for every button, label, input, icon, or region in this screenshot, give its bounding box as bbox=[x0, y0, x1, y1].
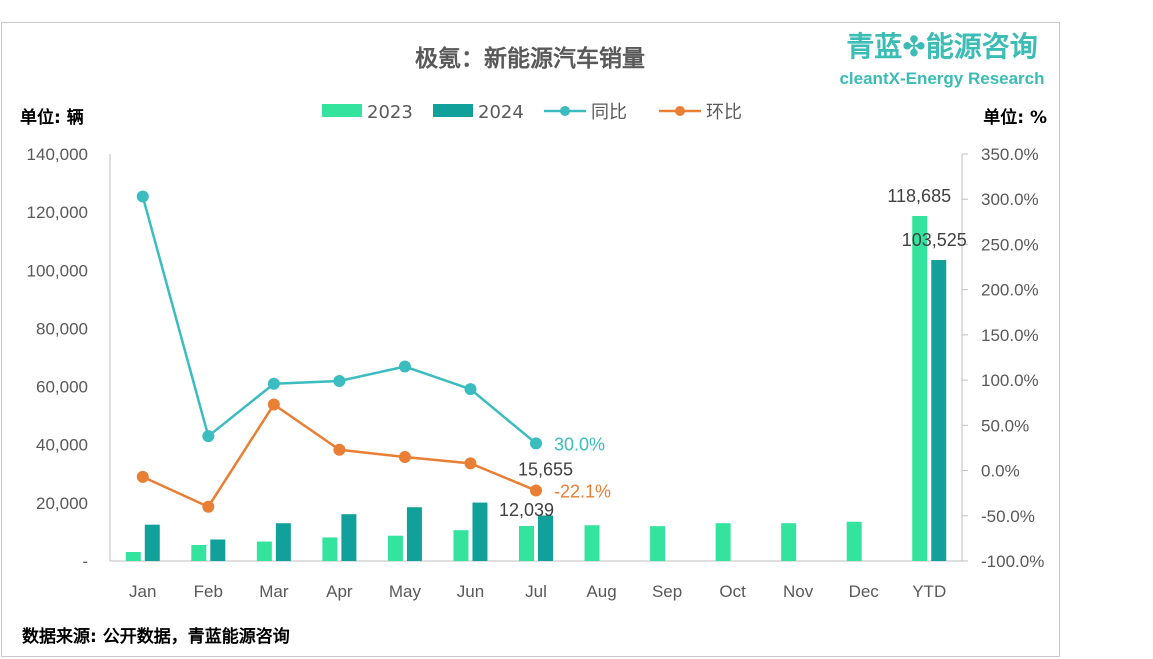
x-tick-label: May bbox=[389, 582, 422, 601]
point-同比 bbox=[333, 375, 346, 388]
chart-frame bbox=[1, 22, 1060, 657]
point-同比 bbox=[530, 437, 542, 450]
bar-2024 bbox=[538, 515, 553, 561]
x-tick-label: Jul bbox=[525, 582, 547, 601]
right-axis-unit: 单位: % bbox=[983, 107, 1047, 128]
point-同比 bbox=[398, 360, 411, 373]
y2-tick-label: 300.0% bbox=[981, 190, 1039, 209]
point-同比 bbox=[202, 430, 215, 443]
brand-name-en: cleantX-Energy Research bbox=[839, 69, 1044, 88]
data-label: 12,039 bbox=[499, 500, 554, 520]
legend: 2023 2024 同比 环比 bbox=[322, 102, 742, 123]
legend-label: 同比 bbox=[591, 102, 627, 123]
x-tick-label: Feb bbox=[194, 582, 223, 601]
data-label: -22.1% bbox=[554, 482, 611, 502]
point-环比 bbox=[530, 484, 542, 497]
y-tick-label: - bbox=[82, 552, 88, 571]
brand-name-cn: 青蓝✤能源咨询 bbox=[846, 30, 1037, 63]
x-tick-label: Sep bbox=[652, 582, 682, 601]
line-series bbox=[136, 190, 542, 513]
bar-2024 bbox=[144, 524, 160, 561]
point-环比 bbox=[398, 450, 411, 463]
x-tick-label: Dec bbox=[849, 582, 880, 601]
line-同比 bbox=[141, 196, 537, 445]
x-tick-label: Aug bbox=[586, 582, 616, 601]
bar-2023 bbox=[650, 526, 666, 561]
bar-2024 bbox=[341, 514, 357, 561]
legend-swatch bbox=[433, 104, 473, 117]
bar-2023 bbox=[256, 541, 272, 561]
chart-title: 极氪：新能源汽车销量 bbox=[415, 45, 645, 72]
point-同比 bbox=[136, 190, 149, 203]
point-环比 bbox=[202, 500, 215, 513]
left-axis-unit: 单位: 辆 bbox=[20, 107, 84, 128]
x-axis-labels: Jan Feb Mar Apr May Jun Jul Aug Sep Oct Nov Dec YTD bbox=[129, 582, 946, 601]
bar-2023 bbox=[519, 526, 534, 561]
y-tick-label: 20,000 bbox=[36, 494, 88, 513]
x-tick-label: Apr bbox=[326, 582, 353, 601]
data-label: 15,655 bbox=[518, 459, 573, 479]
bar-2023 bbox=[453, 530, 469, 561]
point-同比 bbox=[464, 383, 477, 396]
bar-2023 bbox=[584, 525, 600, 561]
y2-tick-label: 200.0% bbox=[981, 281, 1039, 300]
y-tick-label: 80,000 bbox=[36, 319, 88, 338]
bar-2024 bbox=[275, 523, 291, 561]
bar-2023 bbox=[912, 215, 928, 561]
bar-2023 bbox=[322, 537, 338, 561]
right-axis-ticks: -100.0% -50.0% 0.0% 50.0% 100.0% 150.0% 200.0%… bbox=[962, 145, 1044, 571]
point-环比 bbox=[464, 457, 477, 470]
y2-tick-label: 100.0% bbox=[981, 371, 1039, 390]
y2-tick-label: 50.0% bbox=[981, 416, 1029, 435]
left-axis-ticks: - 20,000 40,000 60,000 80,000 100,000 120,000 1… bbox=[27, 145, 88, 571]
x-tick-label: Jan bbox=[129, 582, 156, 601]
data-source-note: 数据来源: 公开数据，青蓝能源咨询 bbox=[22, 626, 290, 647]
x-tick-label: Nov bbox=[783, 582, 814, 601]
x-tick-label: Mar bbox=[259, 582, 289, 601]
y2-tick-label: 0.0% bbox=[981, 462, 1020, 481]
x-tick-label: Jun bbox=[457, 582, 484, 601]
bar-2023 bbox=[715, 523, 731, 561]
y2-tick-label: 350.0% bbox=[981, 145, 1039, 164]
legend-label: 2024 bbox=[478, 102, 524, 123]
y-tick-label: 60,000 bbox=[36, 378, 88, 397]
bar-series bbox=[125, 215, 947, 561]
x-tick-label: Oct bbox=[719, 582, 746, 601]
bar-2023 bbox=[846, 521, 862, 561]
y2-tick-label: 250.0% bbox=[981, 235, 1039, 254]
y2-tick-label: -100.0% bbox=[981, 552, 1044, 571]
bar-2023 bbox=[781, 523, 797, 561]
point-环比 bbox=[267, 398, 280, 411]
legend-label: 2023 bbox=[367, 102, 413, 123]
legend-marker bbox=[560, 106, 570, 116]
bar-2024 bbox=[210, 539, 226, 561]
legend-swatch bbox=[322, 104, 362, 117]
bar-2023 bbox=[387, 535, 403, 561]
y-tick-label: 120,000 bbox=[27, 203, 88, 222]
y-tick-label: 40,000 bbox=[36, 436, 88, 455]
data-label: 103,525 bbox=[902, 230, 967, 250]
y-tick-label: 140,000 bbox=[27, 145, 88, 164]
y2-tick-label: 150.0% bbox=[981, 326, 1039, 345]
bar-2024 bbox=[406, 507, 422, 561]
y-tick-label: 100,000 bbox=[27, 261, 88, 280]
data-labels: 30.0% -22.1% 15,655 12,039 118,685 103,525 bbox=[499, 186, 967, 520]
bar-2023 bbox=[125, 551, 141, 561]
bar-2024 bbox=[931, 260, 947, 561]
point-环比 bbox=[136, 470, 149, 483]
y2-tick-label: -50.0% bbox=[981, 507, 1035, 526]
point-环比 bbox=[333, 443, 346, 456]
bar-2023 bbox=[191, 545, 207, 561]
brand-logo: 青蓝✤能源咨询 cleantX-Energy Research bbox=[839, 30, 1044, 88]
legend-marker bbox=[675, 106, 685, 116]
bar-2024 bbox=[472, 502, 488, 561]
data-label: 118,685 bbox=[887, 186, 951, 206]
x-tick-label: YTD bbox=[912, 582, 946, 601]
data-label: 30.0% bbox=[554, 434, 605, 454]
point-同比 bbox=[267, 377, 280, 390]
legend-label: 环比 bbox=[706, 102, 742, 123]
